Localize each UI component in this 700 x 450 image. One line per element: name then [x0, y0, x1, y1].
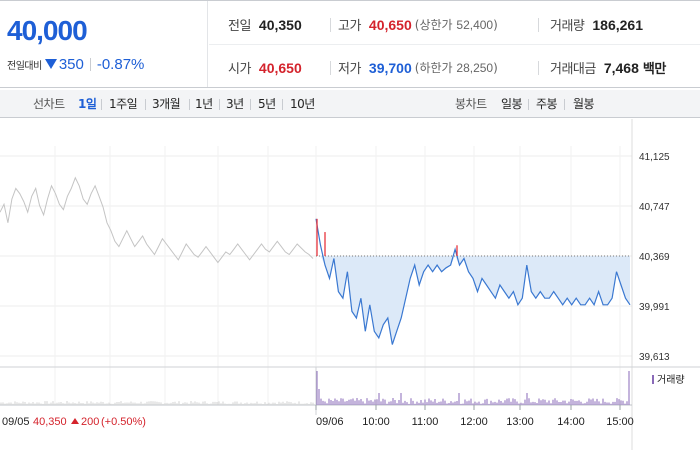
tab-10year[interactable]: 10년 [290, 97, 315, 111]
y-tick-label: 40,747 [639, 202, 670, 213]
prev-day-price-line [0, 176, 314, 264]
volume-bars [0, 371, 630, 405]
tab-1week[interactable]: 1주일 [109, 97, 138, 111]
x-tick-label: 11:00 [412, 416, 439, 428]
tab-3year[interactable]: 3년 [226, 97, 244, 111]
x-tick-label: 13:00 [506, 416, 534, 428]
low-label: 저가 [338, 62, 361, 77]
upper-limit-value: 52,400 [456, 18, 494, 32]
change-divider [89, 57, 91, 71]
prev-close-value: 40,350 [258, 16, 302, 33]
current-price-box: 40,000 전일대비 350 -0.87% [0, 1, 208, 87]
tab-divider [219, 99, 220, 110]
x-tick-label: 09/06 [316, 416, 344, 428]
volume-value: 186,261 [592, 16, 643, 33]
y-axis-ticks: 41,125 40,747 40,369 39,991 39,613 [639, 152, 670, 363]
tab-daily-candle[interactable]: 일봉 [501, 97, 523, 111]
turnover-label: 거래대금 [550, 62, 596, 77]
lower-limit-value: 28,250 [456, 61, 494, 75]
turnover-unit: 백만 [642, 62, 666, 77]
tab-monthly-candle[interactable]: 월봉 [573, 97, 595, 111]
open-cell: 시가 40,650 [228, 46, 302, 89]
divider [330, 18, 331, 32]
prev-close-label: 전일 [228, 19, 251, 34]
upper-limit: (상한가 52,400) [414, 18, 498, 32]
prev-close-cell: 전일 40,350 [228, 3, 302, 46]
prev-day-close: 40,350 [33, 416, 67, 428]
divider [538, 61, 539, 75]
open-label: 시가 [228, 62, 251, 77]
current-price: 40,000 [7, 15, 88, 46]
today-price-area [316, 256, 630, 345]
x-tick-label: 14:00 [557, 416, 585, 428]
x-tick-label: 15:00 [606, 416, 634, 428]
tab-divider [564, 99, 565, 110]
high-value: 40,650 [368, 16, 412, 33]
lower-limit-label: 하한가 [419, 61, 453, 75]
today-price-line [315, 218, 631, 345]
tab-divider [250, 99, 251, 110]
quote-panel: 40,000 전일대비 350 -0.87% 전일 40,350 고가 40,6… [0, 0, 700, 88]
turnover-cell: 거래대금 7,468 백만 [550, 46, 666, 89]
x-axis-ticks: 09/06 10:00 11:00 12:00 13:00 14:00 15:00 [315, 405, 634, 428]
change-label: 전일대비 [7, 60, 42, 72]
chart-period-tabs: 선차트 1일 1주일 3개월 1년 3년 5년 10년 봉차트 일봉 주봉 월봉 [0, 90, 700, 118]
x-tick-label: 10:00 [362, 416, 390, 428]
y-tick-label: 39,991 [639, 302, 670, 313]
high-label: 고가 [338, 19, 361, 34]
tab-3month[interactable]: 3개월 [152, 97, 181, 111]
prev-day-change-pct: (+0.50%) [101, 416, 146, 428]
line-chart-title: 선차트 [33, 97, 65, 111]
opening-spikes [316, 218, 458, 256]
x-tick-label: 12:00 [460, 416, 488, 428]
up-triangle-icon [71, 418, 79, 424]
candle-chart-title: 봉차트 [455, 97, 487, 111]
volume-legend-swatch [652, 375, 654, 384]
tab-1day[interactable]: 1일 [78, 97, 97, 111]
high-cell: 고가 40,650 (상한가 52,400) [338, 3, 498, 46]
tab-divider [189, 99, 190, 110]
volume-label: 거래량 [550, 19, 585, 34]
tab-5year[interactable]: 5년 [258, 97, 276, 111]
x-tick-prev-day: 09/05 [2, 416, 30, 428]
change-absolute: 350 [58, 55, 84, 73]
quote-row-divider [209, 44, 700, 45]
y-tick-label: 39,613 [639, 352, 670, 363]
tab-divider [282, 99, 283, 110]
tab-divider [528, 99, 529, 110]
volume-legend: 거래량 [657, 374, 685, 386]
open-value: 40,650 [258, 59, 302, 76]
low-value: 39,700 [368, 59, 412, 76]
volume-cell: 거래량 186,261 [550, 3, 643, 46]
y-tick-label: 40,369 [639, 252, 670, 263]
turnover-value: 7,468 [603, 59, 639, 76]
tab-divider [145, 99, 146, 110]
tab-1year[interactable]: 1년 [195, 97, 213, 111]
y-tick-label: 41,125 [639, 152, 670, 163]
prev-day-change: 200 [81, 416, 99, 428]
change-row: 전일대비 350 -0.87% [7, 54, 144, 74]
intraday-price-chart: 41,125 40,747 40,369 39,991 39,613 09/06 10:0… [0, 119, 700, 450]
tab-weekly-candle[interactable]: 주봉 [536, 97, 558, 111]
lower-limit: (하한가 28,250) [414, 61, 498, 75]
upper-limit-label: 상한가 [419, 18, 453, 32]
divider [330, 61, 331, 75]
down-triangle-icon [44, 59, 57, 69]
tab-divider [101, 99, 102, 110]
low-cell: 저가 39,700 (하한가 28,250) [338, 46, 498, 89]
divider [538, 18, 539, 32]
change-percent: -0.87% [96, 55, 145, 73]
